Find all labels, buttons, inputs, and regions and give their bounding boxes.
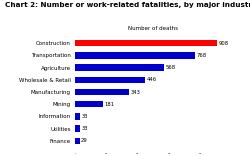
Bar xyxy=(75,138,80,144)
Text: 568: 568 xyxy=(166,65,175,70)
Text: Number of deaths: Number of deaths xyxy=(128,26,178,31)
Text: 446: 446 xyxy=(146,77,156,82)
Text: 343: 343 xyxy=(130,90,140,95)
Bar xyxy=(75,77,145,83)
Text: 33: 33 xyxy=(82,126,88,131)
Bar xyxy=(75,113,80,120)
Bar xyxy=(75,52,195,59)
Bar xyxy=(75,89,129,95)
Text: Chart 2: Number or work-related fatalities, by major industry, 2014ᵖ: Chart 2: Number or work-related fataliti… xyxy=(5,2,250,7)
Text: 768: 768 xyxy=(197,53,207,58)
Bar xyxy=(75,40,217,46)
Bar xyxy=(75,101,103,107)
Text: 33: 33 xyxy=(82,114,88,119)
Bar xyxy=(75,125,80,132)
Text: 29: 29 xyxy=(81,138,88,143)
Text: 181: 181 xyxy=(105,102,115,107)
Text: 908: 908 xyxy=(219,41,229,46)
Bar xyxy=(75,64,164,71)
